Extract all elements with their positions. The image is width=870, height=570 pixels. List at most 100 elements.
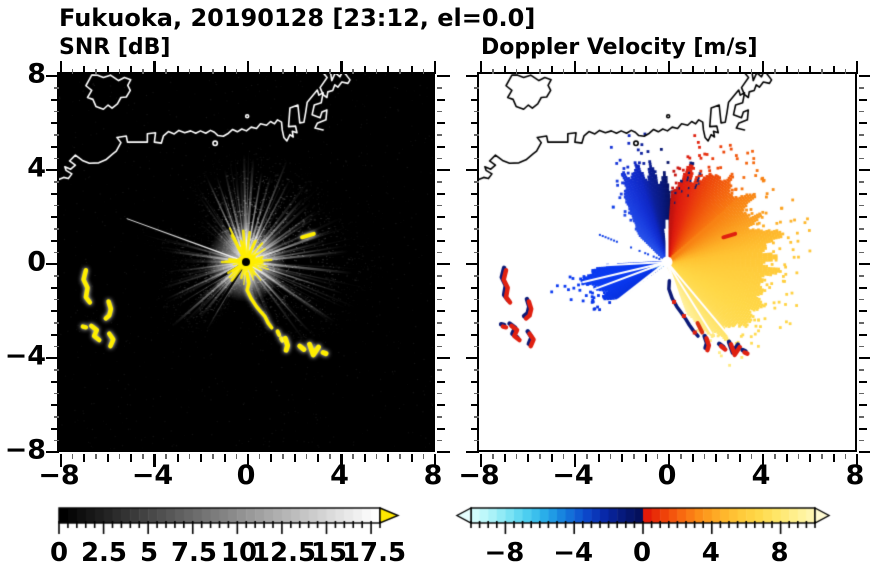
velocity-plot-panel [466,61,870,467]
axis-tick [738,454,741,462]
axis-tick [656,454,658,459]
axis-tick [809,454,811,462]
velocity-colorbar-label: 0 [632,538,652,568]
axis-tick [859,145,867,148]
axis-tick [471,380,479,383]
axis-tick [176,66,179,74]
axis-tick [859,369,864,371]
axis-tick [212,454,214,459]
axis-tick [750,69,752,74]
axis-tick [809,66,811,74]
axis-tick [375,69,378,74]
axis-tick [437,134,442,136]
axis-tick [142,454,144,459]
axis-tick [667,454,671,467]
axis-tick [223,66,226,74]
axis-tick [437,439,442,441]
axis-tick [492,69,494,74]
axis-tick [515,454,517,459]
axis-tick [258,454,261,459]
axis-tick [46,168,59,172]
axis-tick [474,392,479,394]
axis-tick [51,286,59,289]
axis-tick [821,454,823,459]
axis-tick [859,356,870,360]
axis-tick [54,392,59,394]
axis-tick [437,416,442,418]
axis-tick [597,66,600,74]
axis-tick [51,122,59,124]
axis-tick [437,404,445,406]
axis-tick [188,69,191,74]
axis-tick [474,275,479,277]
figure-title: Fukuoka, 20190128 [23:12, el=0.0] [59,4,536,32]
axis-tick [258,69,261,74]
axis-tick [474,439,479,441]
axis-tick [859,168,870,172]
axis-tick [51,333,59,336]
axis-tick [471,122,479,124]
axis-tick [106,454,109,462]
axis-tick [437,262,450,266]
axis-tick [54,275,59,277]
axis-tick [785,66,788,74]
axis-tick [474,87,479,89]
axis-tick [550,66,553,74]
axis-tick [562,454,564,459]
axis-tick [54,110,59,112]
axis-tick [471,98,479,101]
axis-tick [51,427,59,430]
axis-tick [680,69,682,74]
axis-tick [71,69,74,74]
axis-tick [130,454,133,462]
snr-colorbar-label: 17.5 [341,538,407,568]
axis-tick [437,192,445,195]
axis-tick [317,454,320,462]
axis-tick [597,454,600,462]
velocity-colorbar-label: 4 [701,538,720,568]
axis-tick [859,450,870,454]
x-tick-label: −4 [131,460,174,491]
axis-tick [573,454,577,467]
axis-tick [859,286,867,289]
velocity-colorbar-label: 8 [770,538,789,568]
axis-tick [859,122,867,124]
axis-tick [774,69,776,74]
axis-tick [474,416,479,418]
axis-tick [437,157,442,159]
axis-tick [363,66,366,74]
axis-tick [46,450,59,454]
axis-tick [785,454,788,462]
axis-tick [95,454,97,459]
axis-tick [51,239,59,242]
axis-tick [437,168,450,172]
axis-tick [609,69,611,74]
axis-tick [859,204,864,206]
axis-tick [515,69,517,74]
axis-tick [844,454,846,459]
axis-tick [188,454,191,459]
axis-tick [235,69,238,74]
axis-tick [859,345,864,347]
axis-tick [859,157,864,159]
axis-tick [471,216,479,218]
axis-tick [797,69,799,74]
x-tick-label: 0 [657,460,677,491]
axis-tick [691,66,694,74]
axis-tick [329,69,331,74]
axis-tick [479,454,483,467]
axis-tick [59,454,63,467]
axis-tick [621,66,623,74]
axis-tick [550,454,553,462]
axis-tick [437,450,450,454]
axis-tick [437,286,445,289]
axis-tick [715,66,717,74]
axis-tick [399,454,401,459]
axis-tick [363,454,366,462]
axis-tick [437,110,442,112]
axis-tick [212,69,214,74]
axis-tick [83,66,86,74]
velocity-panel-title: Doppler Velocity [m/s] [481,35,758,60]
axis-tick [859,427,867,430]
axis-tick [859,228,864,230]
